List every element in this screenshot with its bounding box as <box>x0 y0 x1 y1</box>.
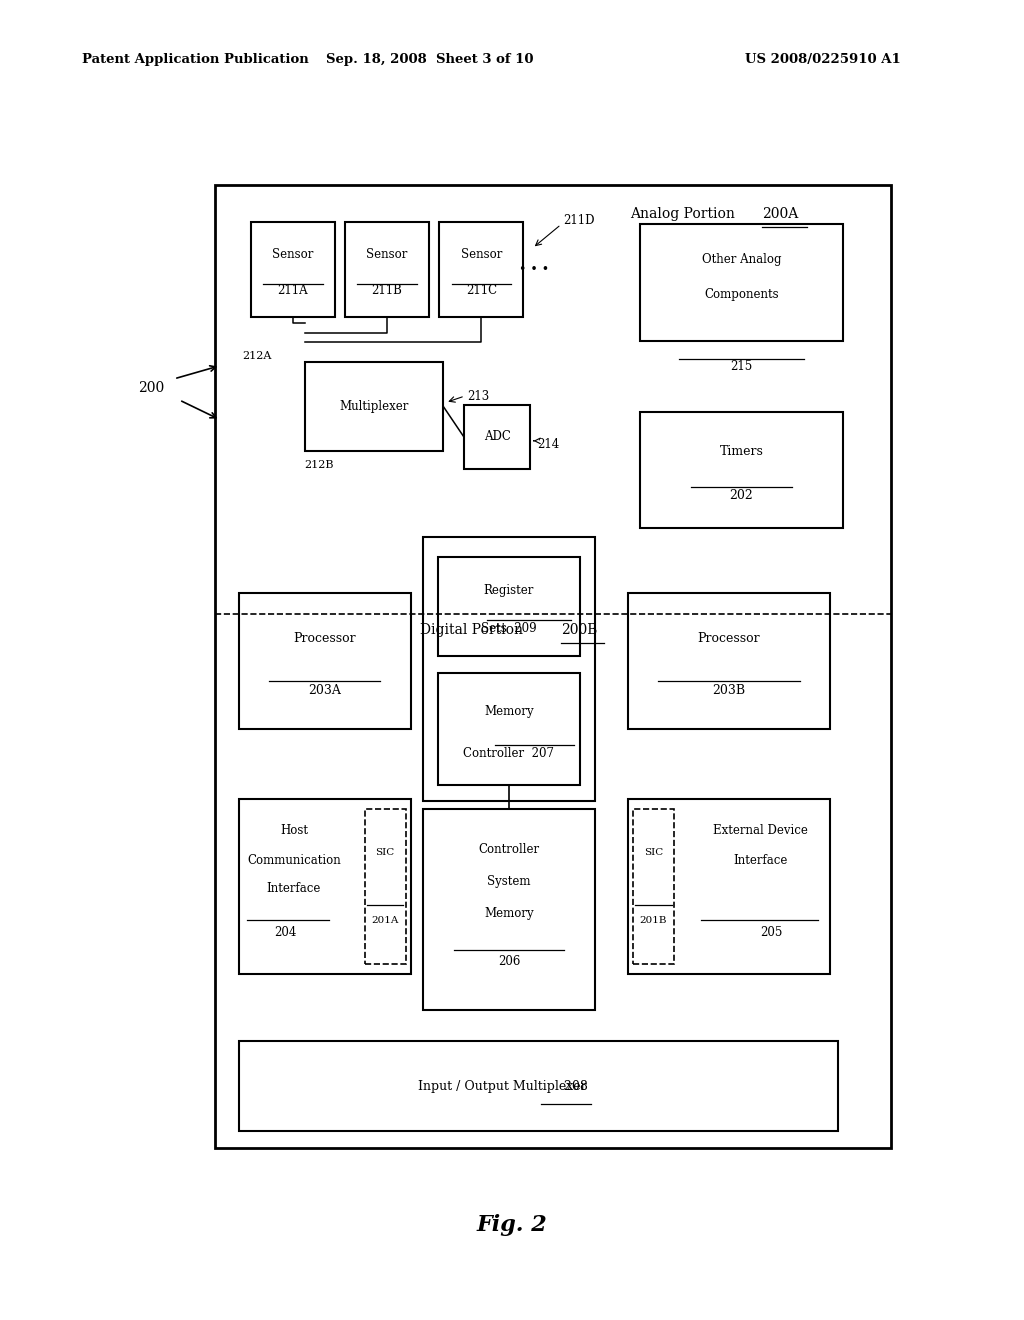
Text: SIC: SIC <box>376 847 394 857</box>
Text: Other Analog: Other Analog <box>701 252 781 265</box>
Text: Components: Components <box>705 288 778 301</box>
Text: Controller: Controller <box>478 842 540 855</box>
Text: 213: 213 <box>467 389 489 403</box>
FancyBboxPatch shape <box>345 222 429 317</box>
FancyBboxPatch shape <box>640 412 843 528</box>
Text: Analog Portion: Analog Portion <box>630 207 734 220</box>
Text: External Device: External Device <box>714 824 808 837</box>
FancyBboxPatch shape <box>239 1041 838 1131</box>
Text: Multiplexer: Multiplexer <box>340 400 409 413</box>
FancyBboxPatch shape <box>464 405 530 469</box>
Text: 214: 214 <box>538 438 560 451</box>
Text: Input / Output Multiplexer: Input / Output Multiplexer <box>418 1080 587 1093</box>
Text: Communication: Communication <box>247 854 341 866</box>
FancyBboxPatch shape <box>305 362 443 451</box>
Text: 211C: 211C <box>466 284 497 297</box>
Text: 212A: 212A <box>243 351 272 362</box>
Text: Processor: Processor <box>293 632 356 645</box>
Text: 203B: 203B <box>713 684 745 697</box>
Text: 200B: 200B <box>561 623 598 636</box>
Text: Timers: Timers <box>720 445 763 458</box>
Text: Interface: Interface <box>733 854 788 866</box>
Text: 205: 205 <box>760 925 782 939</box>
FancyBboxPatch shape <box>365 809 406 964</box>
Text: US 2008/0225910 A1: US 2008/0225910 A1 <box>745 53 901 66</box>
Text: 211D: 211D <box>563 214 595 227</box>
Text: Sep. 18, 2008  Sheet 3 of 10: Sep. 18, 2008 Sheet 3 of 10 <box>327 53 534 66</box>
FancyBboxPatch shape <box>215 185 891 1148</box>
FancyBboxPatch shape <box>438 557 580 656</box>
Text: Sensor: Sensor <box>367 248 408 260</box>
Text: Sensor: Sensor <box>461 248 502 260</box>
Text: Digital Portion: Digital Portion <box>420 623 523 636</box>
Text: 211B: 211B <box>372 284 402 297</box>
Text: 208: 208 <box>556 1080 588 1093</box>
Text: 204: 204 <box>274 925 297 939</box>
Text: Fig. 2: Fig. 2 <box>476 1214 548 1236</box>
Text: • • •: • • • <box>519 263 549 276</box>
FancyBboxPatch shape <box>640 224 843 341</box>
Text: 200: 200 <box>138 381 165 395</box>
Text: 211A: 211A <box>278 284 308 297</box>
Text: 201A: 201A <box>372 916 398 925</box>
Text: SIC: SIC <box>644 847 663 857</box>
Text: 202: 202 <box>729 488 754 502</box>
Text: 203A: 203A <box>308 684 341 697</box>
Text: Patent Application Publication: Patent Application Publication <box>82 53 308 66</box>
Text: Memory: Memory <box>484 705 534 718</box>
Text: 215: 215 <box>730 360 753 374</box>
Text: 212B: 212B <box>304 459 334 470</box>
FancyBboxPatch shape <box>628 593 830 729</box>
FancyBboxPatch shape <box>239 593 411 729</box>
Text: 206: 206 <box>498 956 520 968</box>
Text: Processor: Processor <box>697 632 761 645</box>
Text: System: System <box>487 875 530 888</box>
FancyBboxPatch shape <box>251 222 335 317</box>
Text: Memory: Memory <box>484 907 534 920</box>
FancyBboxPatch shape <box>438 673 580 785</box>
FancyBboxPatch shape <box>239 799 411 974</box>
FancyBboxPatch shape <box>628 799 830 974</box>
FancyBboxPatch shape <box>423 537 595 801</box>
Text: Host: Host <box>280 824 308 837</box>
FancyBboxPatch shape <box>423 809 595 1010</box>
Text: ADC: ADC <box>483 430 511 444</box>
Text: Register: Register <box>483 585 535 597</box>
Text: Interface: Interface <box>266 882 322 895</box>
FancyBboxPatch shape <box>439 222 523 317</box>
FancyBboxPatch shape <box>633 809 674 964</box>
Text: 201B: 201B <box>640 916 667 925</box>
Text: 200A: 200A <box>762 207 798 220</box>
Text: Sets  209: Sets 209 <box>481 622 537 635</box>
Text: Sensor: Sensor <box>272 248 313 260</box>
Text: Controller  207: Controller 207 <box>464 747 554 760</box>
